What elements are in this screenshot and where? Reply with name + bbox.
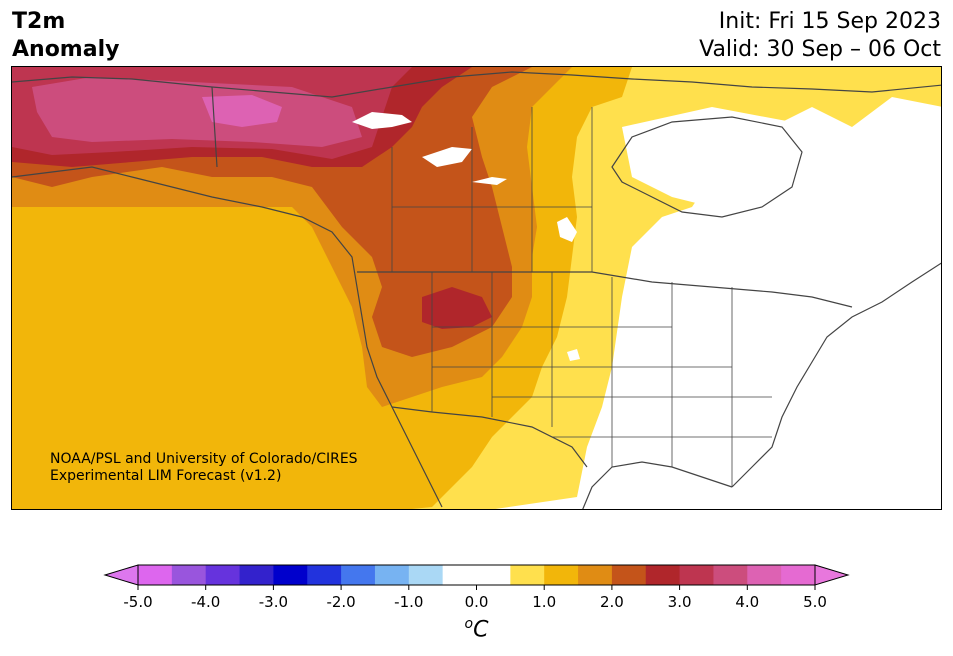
- colorbar-bin: [307, 565, 342, 585]
- colorbar-bin: [510, 565, 545, 585]
- lakes: [352, 107, 802, 361]
- border-alaska: [211, 86, 218, 168]
- boundaries: [12, 71, 941, 509]
- state-lines: [431, 272, 772, 487]
- colorbar-bin: [442, 565, 477, 585]
- anomaly-map: NOAA/PSL and University of Colorado/CIRE…: [11, 66, 942, 510]
- coastline-gulf: [582, 461, 733, 509]
- colorbar-ticks: -5.0 -4.0 -3.0 -2.0 -1.0 0.0 1.0 2.0 3.0 4.0 5.0: [123, 585, 827, 611]
- lake-athabasca: [472, 177, 507, 185]
- colorbar-bin: [781, 565, 816, 585]
- colorbar-bin: [239, 565, 274, 585]
- unit-superscript: o: [464, 616, 474, 632]
- colorbar-unit: oC: [0, 616, 953, 642]
- attribution: NOAA/PSL and University of Colorado/CIRE…: [50, 451, 358, 485]
- colorbar-tick-label: -3.0: [259, 593, 288, 611]
- attribution-line-2: Experimental LIM Forecast (v1.2): [50, 468, 282, 484]
- colorbar-bin: [747, 565, 782, 585]
- colorbar-bin: [138, 565, 173, 585]
- title-line-1: T2m: [12, 9, 66, 34]
- colorbar-bins: [137, 564, 816, 586]
- colorbar-bin: [374, 565, 410, 585]
- coastline-pacific: [12, 166, 443, 508]
- colorbar-bin: [408, 565, 444, 585]
- init-date: Init: Fri 15 Sep 2023: [718, 9, 941, 34]
- anomaly-band-3-5: [32, 77, 362, 147]
- title-line-2: Anomaly: [12, 37, 120, 62]
- colorbar-tick-label: 4.0: [735, 593, 759, 611]
- lake-great-bear: [352, 112, 412, 129]
- colorbar-extend-high: [814, 564, 850, 586]
- lake-hudson-bay-area: [622, 107, 802, 207]
- valid-period: Valid: 30 Sep – 06 Oct: [699, 37, 941, 62]
- colorbar-bin: [713, 565, 748, 585]
- attribution-line-1: NOAA/PSL and University of Colorado/CIRE…: [50, 451, 358, 467]
- colorbar-tick-label: -4.0: [191, 593, 220, 611]
- colorbar-tick-label: 2.0: [600, 593, 624, 611]
- colorbar-bin: [679, 565, 714, 585]
- anomaly-fills: [12, 67, 941, 509]
- lake-great-lakes: [652, 272, 772, 322]
- colorbar-bin: [273, 565, 308, 585]
- colorbar-tick-label: -1.0: [394, 593, 423, 611]
- anomaly-band-4-0: [202, 95, 282, 127]
- unit-main: C: [473, 617, 489, 643]
- coastline-atlantic: [731, 262, 941, 488]
- colorbar-tick-label: 5.0: [803, 593, 827, 611]
- colorbar-bin: [341, 565, 376, 585]
- lake-salt: [567, 349, 580, 361]
- colorbar-bin: [611, 565, 647, 585]
- border-us-mexico: [391, 406, 588, 468]
- province-lines: [391, 107, 593, 272]
- colorbar-bin: [171, 565, 207, 585]
- coastline-arctic: [12, 71, 941, 98]
- coastline-hudson: [611, 116, 803, 218]
- colorbar-tick-label: -2.0: [326, 593, 355, 611]
- map-title: T2m Anomaly: [12, 8, 119, 64]
- colorbar: -5.0 -4.0 -3.0 -2.0 -1.0 0.0 1.0 2.0 3.0 4.0 5.0: [103, 564, 850, 611]
- colorbar-bin: [578, 565, 613, 585]
- lake-winnipeg: [557, 217, 577, 242]
- colorbar-tick-label: -5.0: [123, 593, 152, 611]
- colorbar-tick-label: 0.0: [465, 593, 489, 611]
- lake-great-slave: [422, 147, 472, 167]
- colorbar-bin: [544, 565, 579, 585]
- colorbar-bin: [645, 565, 681, 585]
- colorbar-bin: [476, 565, 511, 585]
- colorbar-bin: [205, 565, 241, 585]
- colorbar-extend-low: [103, 564, 139, 586]
- colorbar-tick-label: 1.0: [532, 593, 556, 611]
- forecast-dates: Init: Fri 15 Sep 2023 Valid: 30 Sep – 06…: [699, 8, 941, 64]
- map-canvas: [12, 67, 941, 509]
- colorbar-tick-label: 3.0: [668, 593, 692, 611]
